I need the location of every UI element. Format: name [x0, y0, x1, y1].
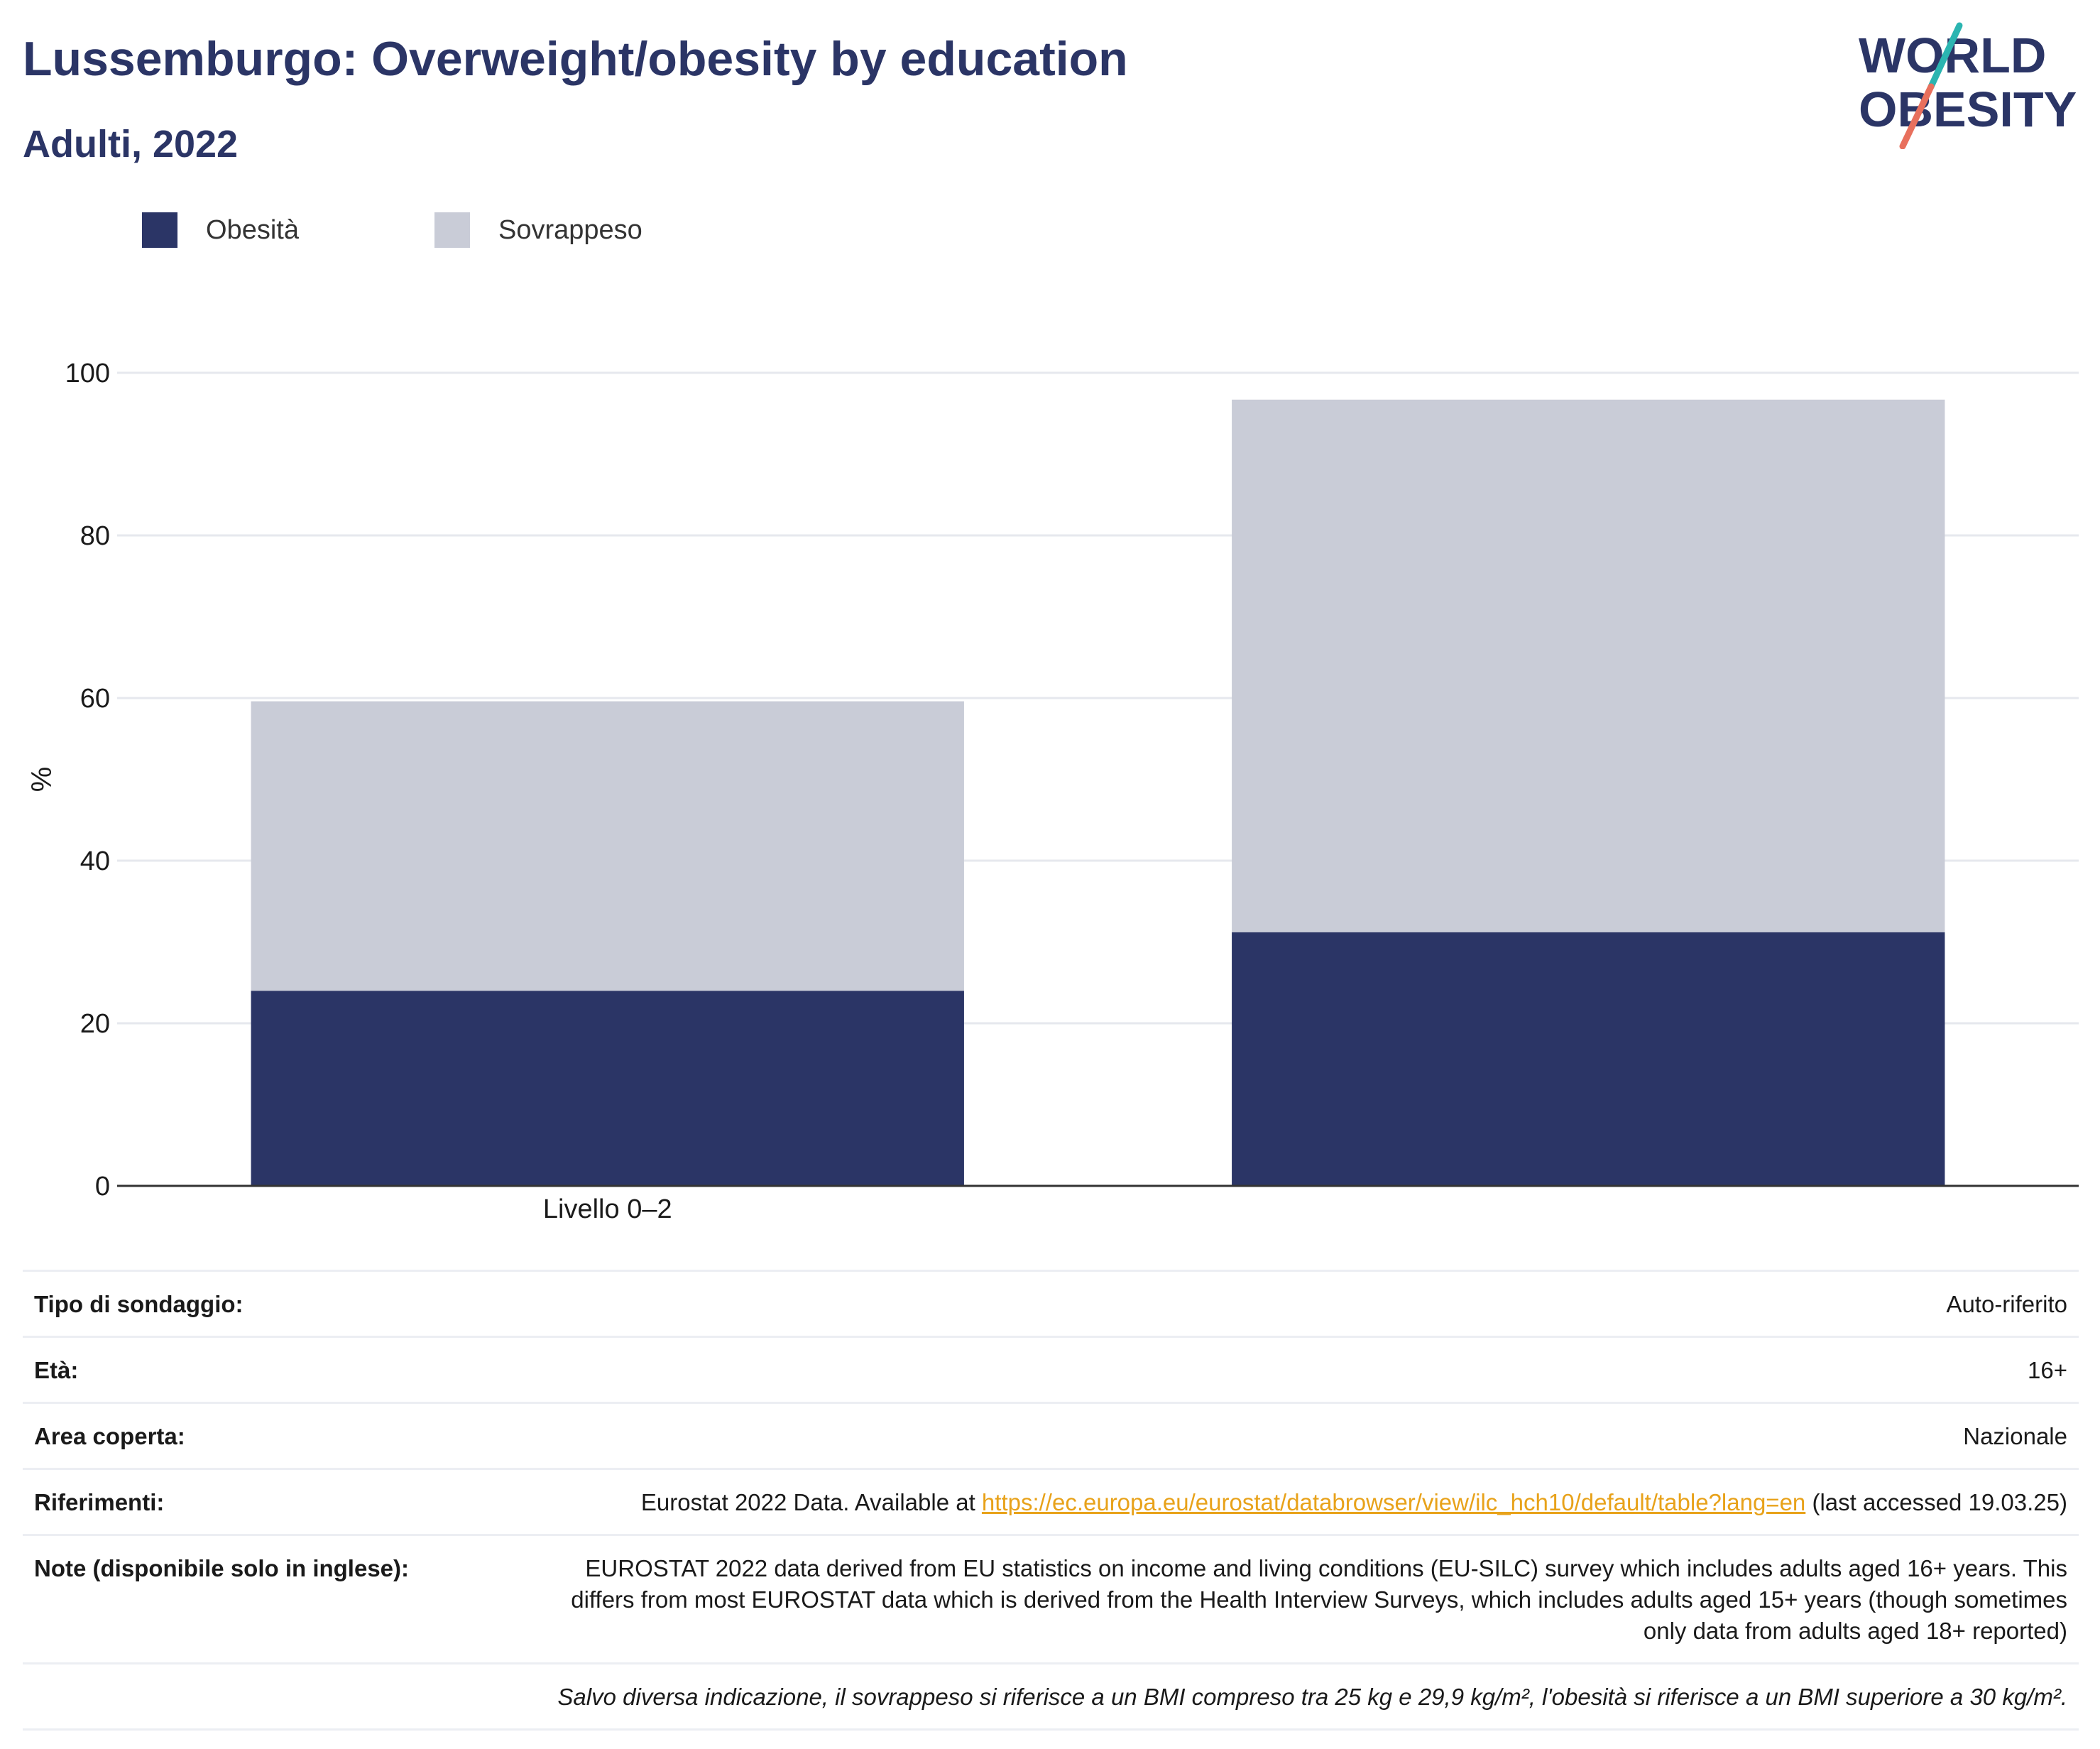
info-value-references: Eurostat 2022 Data. Available at https:/…	[531, 1487, 2067, 1518]
y-tick-label: 60	[80, 684, 110, 714]
bar-segment-overweight	[1232, 399, 1945, 932]
y-axis-label: %	[26, 767, 58, 792]
legend-swatch-obesity	[142, 212, 177, 248]
info-row-notes: Note (disponibile solo in inglese): EURO…	[23, 1534, 2079, 1662]
x-tick-label: Livello 0–2	[543, 1194, 672, 1224]
info-value-age: 16+	[2028, 1357, 2067, 1383]
y-tick-label: 100	[65, 359, 110, 388]
info-value-area: Nazionale	[1963, 1423, 2067, 1449]
bar-segment-obesity	[1232, 932, 1945, 1186]
y-tick-label: 0	[95, 1172, 110, 1202]
logo-line-2: OBESITY	[1859, 82, 2077, 137]
info-key-notes: Note (disponibile solo in inglese):	[34, 1555, 410, 1581]
info-key-survey-type: Tipo di sondaggio:	[34, 1291, 244, 1317]
info-key-references: Riferimenti:	[34, 1489, 165, 1515]
info-key-age: Età:	[34, 1357, 79, 1383]
bar-segment-obesity	[251, 991, 964, 1186]
info-table: Tipo di sondaggio: Auto-riferito Età: 16…	[23, 1270, 2079, 1731]
y-tick-label: 40	[80, 846, 110, 876]
y-tick-label: 80	[80, 521, 110, 551]
legend-swatch-overweight	[434, 212, 470, 248]
legend-label-obesity: Obesità	[206, 214, 299, 245]
references-link[interactable]: https://ec.europa.eu/eurostat/databrowse…	[981, 1489, 1806, 1515]
logo-slash-bottom	[1899, 83, 1935, 149]
info-row-references: Riferimenti: Eurostat 2022 Data. Availab…	[23, 1468, 2079, 1534]
page-subtitle: Adulti, 2022	[23, 123, 239, 165]
info-row-area: Area coperta: Nazionale	[23, 1402, 2079, 1468]
references-suffix: (last accessed 19.03.25)	[1805, 1489, 2067, 1515]
bar-segment-overweight	[251, 701, 964, 991]
legend-label-overweight: Sovrappeso	[498, 214, 642, 245]
page-title: Lussemburgo: Overweight/obesity by educa…	[23, 32, 1128, 86]
references-prefix: Eurostat 2022 Data. Available at	[640, 1489, 982, 1515]
logo-slash-top	[1927, 22, 1963, 90]
y-tick-label: 20	[80, 1009, 110, 1039]
bar-chart: 0 20 40 60 80 100% Livello 0–2	[26, 359, 2079, 1224]
footnote: Salvo diversa indicazione, il sovrappeso…	[23, 1662, 2079, 1731]
legend-item-obesity[interactable]: Obesità	[142, 210, 299, 250]
info-value-notes: EUROSTAT 2022 data derived from EU stati…	[571, 1555, 2067, 1644]
info-row-age: Età: 16+	[23, 1336, 2079, 1402]
legend-item-overweight[interactable]: Sovrappeso	[434, 210, 642, 250]
info-value-survey-type: Auto-riferito	[1946, 1291, 2067, 1317]
info-key-area: Area coperta:	[34, 1423, 185, 1449]
world-obesity-logo: WORLD OBESITY	[1859, 22, 2077, 149]
info-row-survey-type: Tipo di sondaggio: Auto-riferito	[23, 1270, 2079, 1336]
